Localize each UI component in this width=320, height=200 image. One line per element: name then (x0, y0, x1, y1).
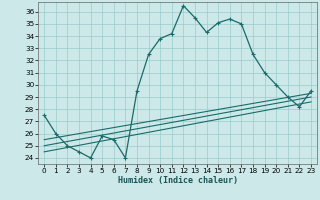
X-axis label: Humidex (Indice chaleur): Humidex (Indice chaleur) (118, 176, 238, 185)
